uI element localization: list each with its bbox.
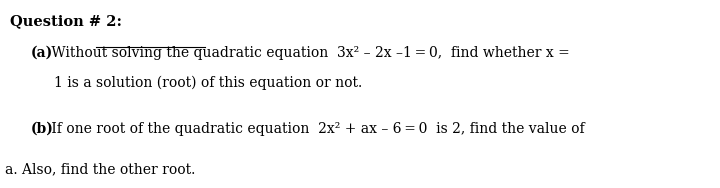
Text: 1 is a solution (root) of this equation or not.: 1 is a solution (root) of this equation … — [54, 75, 362, 90]
Text: (a): (a) — [31, 46, 53, 60]
Text: Without solving the quadratic equation  3x² – 2x –1 = 0,  find whether x =: Without solving the quadratic equation 3… — [47, 46, 570, 60]
Text: If one root of the quadratic equation  2x² + ax – 6 = 0  is 2, find the value of: If one root of the quadratic equation 2x… — [47, 122, 585, 136]
Text: Question # 2:: Question # 2: — [10, 14, 122, 28]
Text: (b): (b) — [31, 122, 54, 136]
Text: a. Also, find the other root.: a. Also, find the other root. — [5, 163, 195, 177]
